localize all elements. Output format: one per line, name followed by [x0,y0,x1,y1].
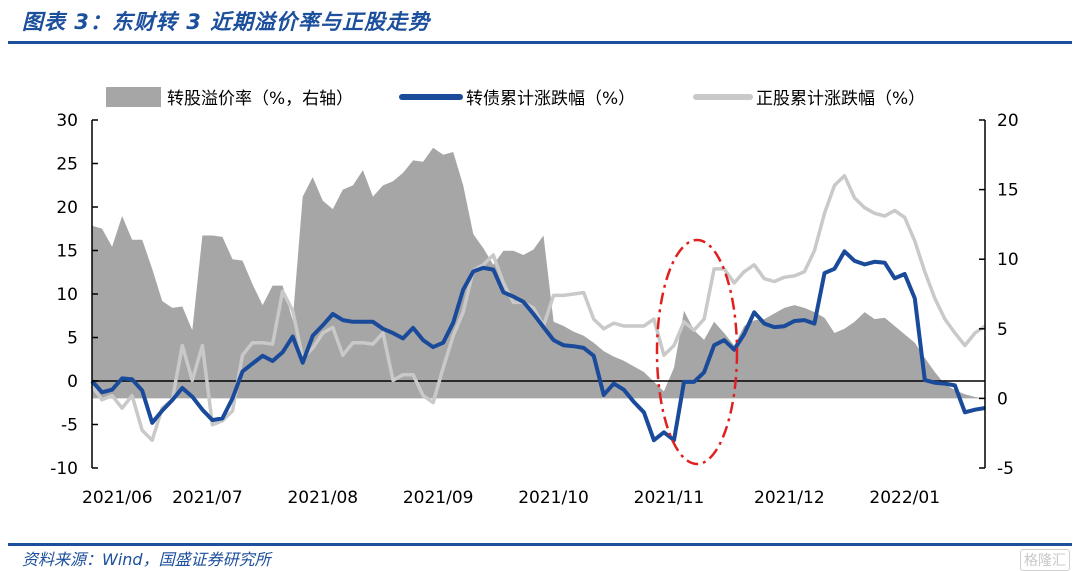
right-tick-label: 15 [997,181,1019,201]
left-tick-label: 10 [56,285,78,305]
annotation-ellipse [655,238,739,466]
right-tick-label: -5 [997,459,1014,479]
x-tick-label: 2021/08 [287,488,358,508]
footer-rule [8,543,1072,546]
x-tick-label: 2021/09 [403,488,474,508]
x-tick-label: 2021/06 [82,488,153,508]
x-tick-label: 2021/10 [518,488,589,508]
left-tick-label: 15 [56,242,78,262]
header-rule [8,41,1072,44]
right-tick-label: 10 [997,250,1019,270]
legend: 转股溢价率（%，右轴） 转债累计涨跌幅（%） 正股累计涨跌幅（%） [106,87,925,109]
legend-swatch-premium [106,87,161,107]
left-tick-label: 20 [56,198,78,218]
series-line-stock [90,173,987,442]
right-tick-label: 20 [997,111,1019,131]
left-tick-label: 0 [67,372,78,392]
left-tick-label: 30 [56,111,78,131]
legend-label-premium: 转股溢价率（%，右轴） [167,89,353,109]
left-tick-label: 25 [56,155,78,175]
legend-label-bond: 转债累计涨跌幅（%） [466,89,635,109]
left-tick-label: 5 [67,329,78,349]
legend-label-stock: 正股累计涨跌幅（%） [756,89,925,109]
x-tick-label: 2021/12 [754,488,825,508]
left-tick-label: -5 [61,416,78,436]
series-area-premium [92,147,985,399]
right-tick-label: 5 [997,320,1008,340]
x-tick-label: 2021/07 [172,488,243,508]
series-line-bond [90,249,986,443]
source-note: 资料来源：Wind，国盛证券研究所 [22,550,271,569]
x-tick-label: 2021/11 [634,488,705,508]
right-tick-label: 0 [997,389,1008,409]
chart-title: 图表 3：东财转 3 近期溢价率与正股走势 [22,10,431,34]
x-tick-label: 2022/01 [869,488,940,508]
left-tick-label: -10 [50,459,78,479]
